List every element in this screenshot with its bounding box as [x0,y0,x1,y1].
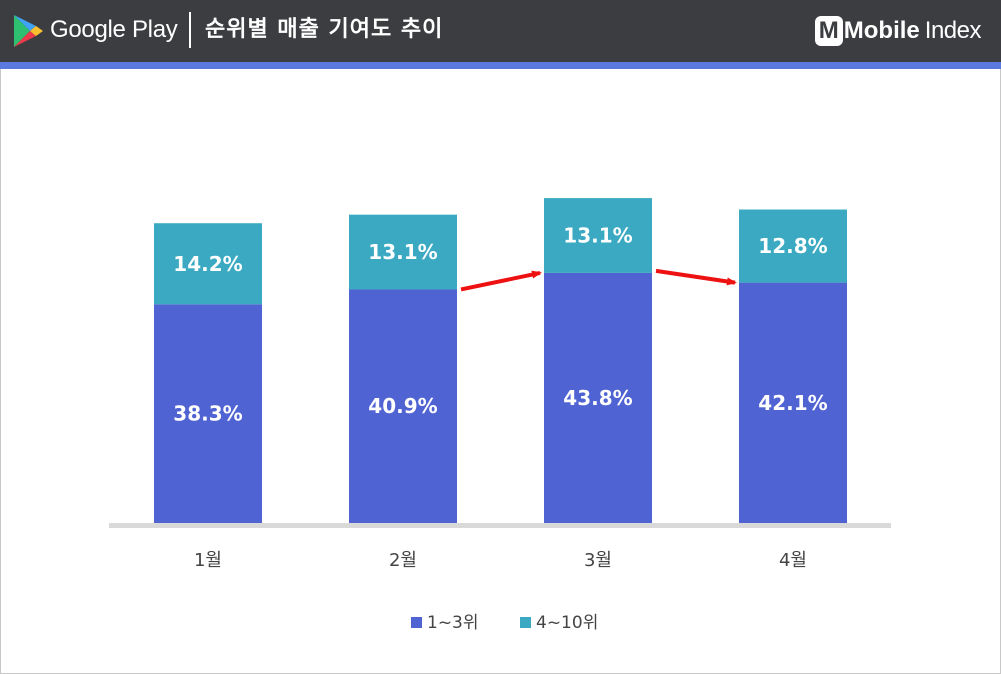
bar-rank-1-3-2 [349,289,457,523]
legend-swatch [411,617,422,628]
bar-rank-1-3-4 [739,282,847,523]
legend-label: 1~3위 [427,613,479,633]
trend-arrow [460,270,542,292]
data-label: 14.2% [173,252,242,276]
brand-name-bold: Mobile [843,17,920,44]
stacked-bar-chart: 38.3% 14.2% 1월 40.9% 13.1% 2월 43.8% 13.1% 3월 42.1… [109,198,891,633]
header-bar: Google Play 순위별 매출 기여도 추이 M Mobile Index [0,0,1001,62]
chart-frame: 38.3% 14.2% 1월 40.9% 13.1% 2월 43.8% 13.1% 3월 42.1… [0,69,1001,674]
bar-rank-1-3-1 [154,304,262,523]
trend-arrow [655,268,737,286]
x-tick-label: 1월 [194,550,222,571]
store-name: Google Play [50,16,178,43]
x-tick-label: 4월 [779,550,807,571]
data-label: 13.1% [368,240,437,264]
header-divider [189,12,191,48]
legend-swatch [520,617,531,628]
brand-name-light: Index [924,17,982,44]
page-title: 순위별 매출 기여도 추이 [205,17,444,42]
bar-rank-4-10-4 [739,209,847,283]
header-accent-stripe [0,62,1001,69]
brand-mark-icon: M [814,16,843,46]
bar-rank-4-10-3 [544,198,652,273]
brand-logo: M Mobile Index [814,14,982,48]
x-tick-label: 3월 [584,550,612,571]
bar-rank-1-3-3 [544,272,652,523]
data-label: 13.1% [563,224,632,248]
data-label: 12.8% [758,234,827,258]
google-play-icon [14,15,43,47]
x-axis-line [109,523,891,528]
legend-label: 4~10위 [536,613,598,633]
data-label: 43.8% [563,386,632,410]
bar-rank-4-10-1 [154,223,262,305]
data-label: 38.3% [173,402,242,426]
x-tick-label: 2월 [389,550,417,571]
data-label: 42.1% [758,391,827,415]
bar-rank-4-10-2 [349,214,457,290]
data-label: 40.9% [368,394,437,418]
